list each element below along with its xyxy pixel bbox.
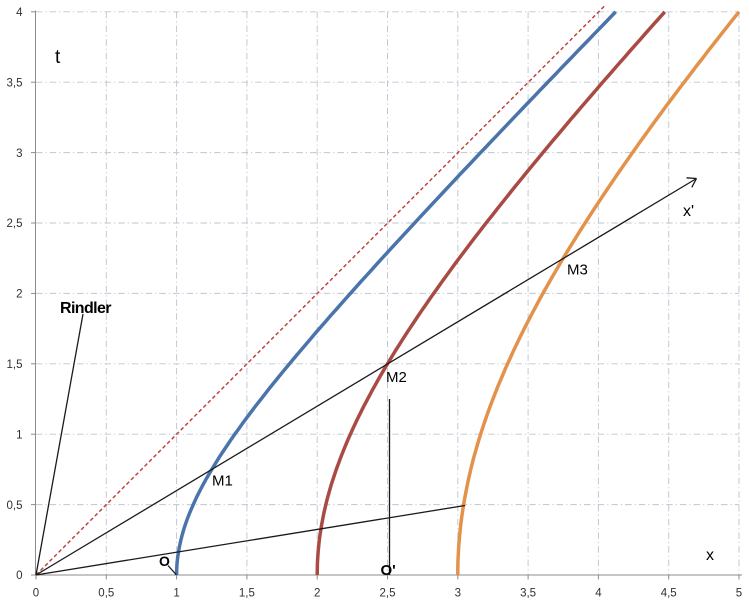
svg-text:x: x (706, 547, 714, 564)
svg-text:3: 3 (455, 588, 461, 600)
svg-text:M2: M2 (386, 369, 407, 386)
svg-text:2,5: 2,5 (380, 588, 396, 600)
svg-text:1: 1 (173, 588, 179, 600)
svg-text:2: 2 (314, 588, 320, 600)
svg-text:4: 4 (16, 7, 23, 19)
svg-text:2: 2 (16, 289, 22, 301)
svg-text:0: 0 (33, 588, 39, 600)
svg-text:3,5: 3,5 (7, 77, 23, 89)
svg-text:M1: M1 (212, 473, 233, 490)
svg-text:t: t (55, 47, 61, 68)
svg-text:0,5: 0,5 (7, 500, 23, 512)
svg-text:1: 1 (16, 429, 22, 441)
svg-text:4,5: 4,5 (661, 588, 677, 600)
svg-text:0: 0 (16, 570, 22, 582)
svg-text:0,5: 0,5 (98, 588, 114, 600)
svg-text:4: 4 (595, 588, 602, 600)
svg-text:x': x' (683, 203, 694, 220)
svg-text:1,5: 1,5 (7, 359, 23, 371)
svg-text:M3: M3 (567, 262, 588, 279)
svg-text:O': O' (381, 562, 396, 579)
svg-text:5: 5 (736, 588, 742, 600)
svg-text:O: O (159, 553, 170, 569)
svg-text:1,5: 1,5 (239, 588, 255, 600)
svg-text:3,5: 3,5 (520, 588, 536, 600)
svg-text:2,5: 2,5 (7, 218, 23, 230)
svg-text:Rindler: Rindler (60, 300, 111, 317)
svg-text:3: 3 (16, 148, 22, 160)
